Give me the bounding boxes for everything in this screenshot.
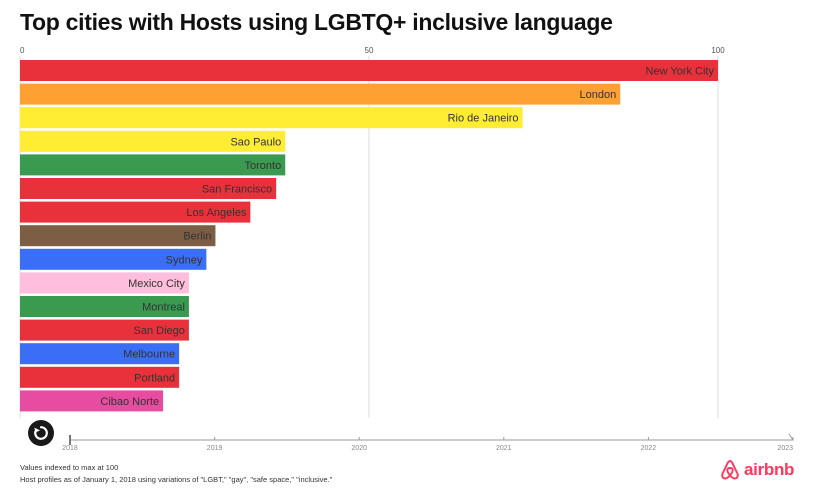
timeline-year-label: 2018 xyxy=(62,445,78,452)
timeline-axis: 2018 2019 2020 2021 2022 2023 xyxy=(62,433,794,452)
bar-chart: 0 50 100 New York City London Rio de Janeiro… xyxy=(19,46,794,452)
bar-toronto xyxy=(20,154,286,176)
timeline-year-label: 2022 xyxy=(641,445,657,452)
x-tick-label: 50 xyxy=(365,46,374,55)
brand-logo[interactable]: airbnb xyxy=(720,458,794,482)
bar-sao-paulo xyxy=(20,130,286,152)
replay-icon xyxy=(34,426,48,440)
bar-label: Mexico City xyxy=(128,278,185,290)
bar-mexico-city xyxy=(20,272,189,294)
bar-label: Montreal xyxy=(142,302,185,314)
axis-ticks: 0 50 100 xyxy=(20,46,725,55)
bar-label: San Francisco xyxy=(202,184,272,196)
bar-label: Rio de Janeiro xyxy=(448,113,519,125)
timeline-handle[interactable] xyxy=(69,435,71,445)
bar-montreal xyxy=(20,296,189,317)
bar-label: Melbourne xyxy=(123,349,175,361)
replay-button[interactable] xyxy=(28,420,54,446)
chart-title: Top cities with Hosts using LGBTQ+ inclu… xyxy=(20,9,613,35)
bar-los-angeles xyxy=(20,201,251,223)
timeline-year-label: 2020 xyxy=(351,445,367,452)
bar-label: San Diego xyxy=(134,325,185,337)
bar-berlin xyxy=(20,225,216,247)
brand-name: airbnb xyxy=(744,460,795,479)
bar-label: Berlin xyxy=(183,231,211,243)
timeline-year-label: 2021 xyxy=(496,445,512,452)
timeline-year-label: 2023 xyxy=(777,445,793,452)
bar-label: Sao Paulo xyxy=(230,136,281,148)
bar-label: Los Angeles xyxy=(186,207,246,219)
bar-label: London xyxy=(580,89,617,101)
bar-cibao-norte xyxy=(20,390,164,412)
bar-san-francisco xyxy=(20,178,277,199)
footnote-index: Values indexed to max at 100 xyxy=(20,463,119,472)
bar-label: Portland xyxy=(134,372,175,384)
footnote-source: Host profiles as of January 1, 2018 usin… xyxy=(20,475,333,484)
bar-label: New York City xyxy=(646,66,715,78)
bar-rio-de-janeiro xyxy=(20,107,523,129)
bar-san-diego xyxy=(20,319,189,341)
x-tick-label: 100 xyxy=(711,46,725,55)
bars: New York City London Rio de Janeiro Sao Pau… xyxy=(20,60,718,412)
bar-london xyxy=(20,83,621,105)
timeline-end-marker xyxy=(788,433,794,441)
x-tick-label: 0 xyxy=(20,46,25,55)
airbnb-logo-icon xyxy=(721,460,739,480)
bar-label: Toronto xyxy=(245,160,282,172)
bar-sydney xyxy=(20,248,207,270)
bar-label: Cibao Norte xyxy=(100,396,159,408)
bar-label: Sydney xyxy=(166,254,203,266)
bar-melbourne xyxy=(20,343,180,365)
bar-new-york-city xyxy=(20,60,718,81)
bar-portland xyxy=(20,366,180,388)
timeline-year-label: 2019 xyxy=(207,445,223,452)
